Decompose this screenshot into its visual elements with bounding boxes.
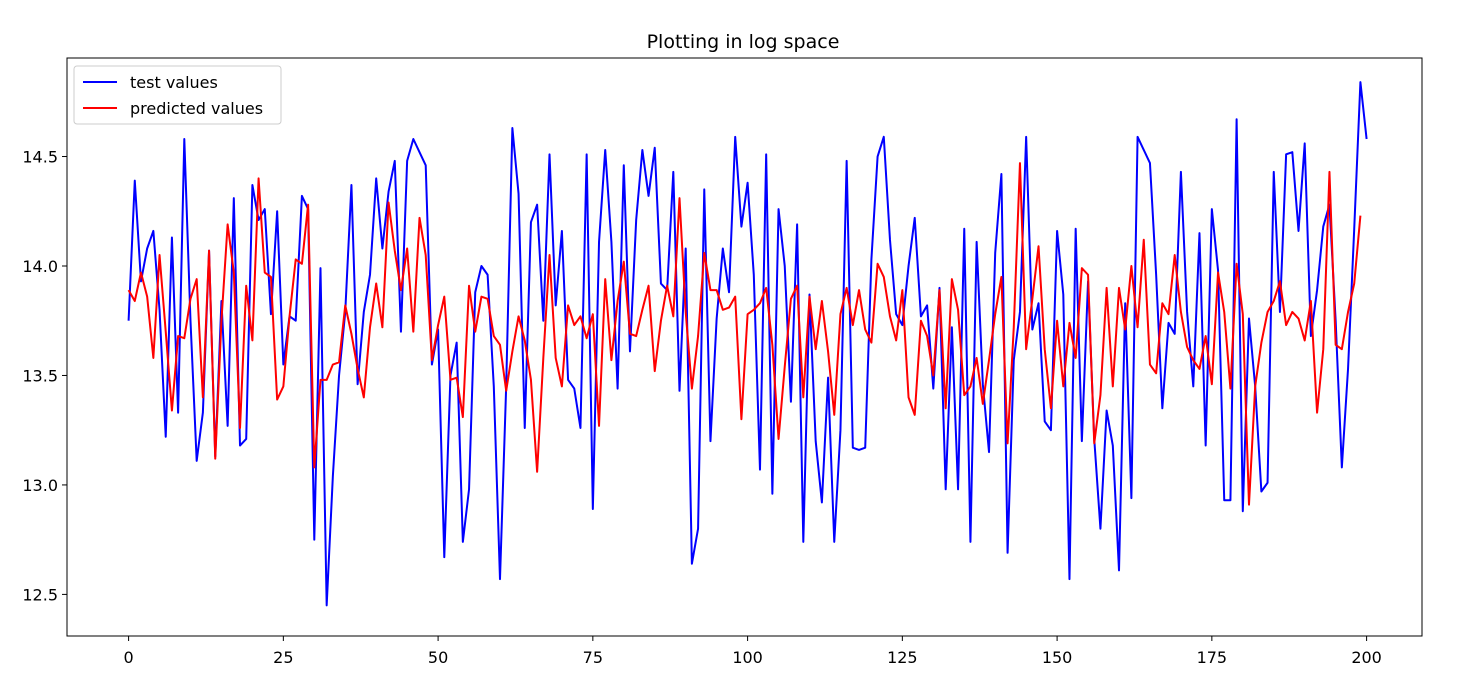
legend: test values predicted values: [73, 65, 282, 125]
y-tick-label: 14.0: [22, 257, 58, 276]
axes-frame: [66, 57, 1423, 637]
x-tick-label: 0: [123, 648, 133, 667]
x-axis: 0 25 50 75 100 125 150 175 200: [123, 636, 1382, 667]
chart-title: Plotting in log space: [647, 31, 840, 53]
y-tick-label: 13.0: [22, 476, 58, 495]
y-tick-label: 13.5: [22, 366, 58, 385]
y-tick-label: 14.5: [22, 148, 58, 167]
y-axis: 12.5 13.0 13.5 14.0 14.5: [22, 148, 67, 604]
series-line-test-values: [127, 81, 1368, 607]
x-tick-label: 75: [583, 648, 603, 667]
y-tick-label: 12.5: [22, 585, 58, 604]
x-tick-label: 175: [1197, 648, 1228, 667]
x-tick-label: 200: [1351, 648, 1382, 667]
legend-label: predicted values: [130, 99, 263, 118]
legend-box: [73, 65, 282, 125]
x-tick-label: 50: [428, 648, 448, 667]
x-tick-label: 150: [1042, 648, 1073, 667]
series-line-predicted-values: [127, 162, 1362, 506]
legend-label: test values: [130, 73, 218, 92]
x-tick-label: 100: [732, 648, 763, 667]
plot-area: [66, 57, 1423, 637]
x-tick-label: 25: [273, 648, 293, 667]
x-tick-label: 125: [887, 648, 918, 667]
